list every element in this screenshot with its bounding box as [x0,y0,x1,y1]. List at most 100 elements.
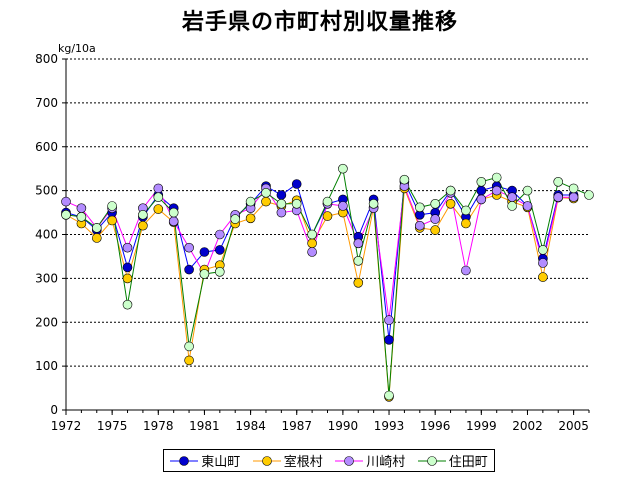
series-2-line [65,188,574,397]
legend-item-series-3: 川崎村 [335,451,405,470]
series-3-point [76,203,87,213]
series-1-point [184,264,194,275]
x-tick-label: 1975 [97,419,128,433]
x-tick-label: 1978 [143,419,174,433]
y-tick-label: 800 [35,52,58,66]
x-tick-label: 1993 [374,419,405,433]
series-2-point [430,225,441,235]
series-4-point [322,196,333,207]
series-4-point [507,201,517,211]
series-2-point [92,233,102,243]
series-1-point [384,334,394,345]
series-3-point [568,192,579,202]
series-4-point [461,205,471,216]
series-4-point [184,341,194,352]
series-4-point [61,210,71,220]
series-3-point [276,207,287,218]
legend-label: 室根村 [283,455,323,470]
series-2-point [322,211,333,221]
y-tick-label: 700 [35,96,58,110]
series-4-point [107,201,117,211]
series-4-point [153,192,164,202]
series-4-point [261,188,271,198]
legend-swatch-series-2 [252,455,281,466]
series-4-point [568,183,579,194]
series-3-point [384,315,394,325]
x-tick-label: 1972 [51,419,82,433]
series-3-point [461,265,471,276]
series-4-point [92,223,102,233]
series-4-point [553,177,564,187]
legend-swatch-series-4 [417,455,446,466]
series-2-point [138,220,148,231]
series-3-point [507,192,517,202]
x-tick-label: 1990 [328,419,359,433]
legend-item-series-2: 室根村 [252,451,323,470]
series-4-point [291,199,302,209]
y-axis-unit-label: kg/10a [58,42,96,55]
series-3-point [430,214,441,224]
legend-swatch-series-3 [335,455,364,466]
series-3-point [61,196,71,207]
series-2-point [184,355,194,366]
series-4-point [138,210,148,220]
series-4-point [384,390,394,401]
series-4-point [230,214,240,224]
series-4-point [538,245,548,255]
series-4-point [199,269,210,279]
series-3-point [168,216,179,227]
legend-item-series-1: 東山町 [170,451,240,470]
legend-label: 東山町 [201,455,241,470]
series-3-point [553,192,564,202]
x-tick-label: 1996 [420,419,451,433]
series-3-line [65,186,574,321]
series-markers [61,163,594,402]
series-4-point [445,185,456,196]
series-4-point [491,172,502,183]
series-4-point [430,199,441,209]
series-1-point [276,190,287,200]
series-4-point [414,202,425,213]
series-4-point [215,266,225,277]
legend-swatch-series-1 [170,455,199,466]
chart-title: 岩手県の市町村別収量推移 [181,10,458,35]
series-3-point [122,242,133,253]
series-4-point [522,185,533,196]
y-tick-label: 300 [35,271,58,285]
series-4-point [338,163,348,174]
series-2-point [261,196,271,207]
axes: 0 100 200 300 400 500 600 700 800 1972 1975 1978 198… [35,52,590,433]
series-4-point [76,212,87,222]
y-tick-label: 200 [35,315,58,329]
x-tick-label: 1984 [235,419,266,433]
legend-label: 川崎村 [366,455,406,470]
series-3-point [538,258,548,268]
series-4-point [276,199,287,209]
series-1-point [199,247,210,257]
x-tick-label: 1987 [281,419,312,433]
series-1-point [122,262,133,273]
series-4-point [353,255,364,266]
series-3-point [307,247,317,257]
series-2-point [538,272,548,282]
series-3-point [215,229,225,240]
series-3-point [522,201,533,211]
series-3-point [414,220,425,231]
x-tick-label: 1999 [466,419,497,433]
legend-item-series-4: 住田町 [417,451,488,470]
y-tick-label: 600 [35,140,58,154]
series-4-point [168,207,179,218]
series-3-point [184,242,194,253]
legend-label: 住田町 [448,455,488,470]
series-1-point [476,185,487,196]
x-tick-label: 2005 [558,419,589,433]
series-3-point [491,185,502,196]
x-tick-label: 1981 [189,419,220,433]
series-1-point [291,179,302,189]
series-lines [65,167,590,397]
y-tick-label: 400 [35,228,58,242]
series-4-point [245,196,256,207]
series-2-point [445,199,456,209]
series-2-point [107,215,117,226]
